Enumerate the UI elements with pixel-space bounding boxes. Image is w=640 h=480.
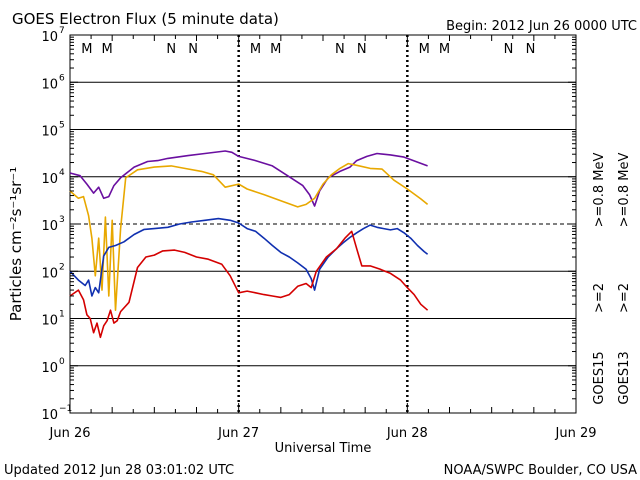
- y-tick-label: 10: [41, 408, 58, 423]
- y-tick-exponent: 1: [59, 310, 65, 320]
- x-axis-label: Universal Time: [275, 441, 372, 456]
- series-lines: [69, 150, 429, 339]
- y-tick-exponent: 2: [59, 262, 65, 272]
- y-tick-exponent: 7: [59, 26, 65, 36]
- y-tick-label: 10: [41, 125, 58, 140]
- y-tick-exponent: −1: [59, 404, 72, 414]
- mn-marker: M: [419, 42, 430, 57]
- y-tick-label: 10: [41, 266, 58, 281]
- y-tick-exponent: 0: [59, 357, 65, 367]
- mn-marker: N: [357, 42, 367, 57]
- y-tick-label: 10: [41, 30, 58, 45]
- x-tick-label: Jun 26: [49, 426, 91, 441]
- gridlines: [70, 81, 576, 367]
- series-line-3: [69, 217, 429, 297]
- y-tick-exponent: 3: [59, 215, 65, 225]
- y-axis-label: Particles cm⁻²s⁻¹sr⁻¹: [7, 167, 25, 321]
- x-tick-label: Jun 28: [386, 426, 428, 441]
- legend-goes13-08: >=0.8 MeV: [617, 153, 632, 228]
- begin-label: Begin: 2012 Jun 26 0000 UTC: [446, 19, 637, 34]
- mn-marker: N: [166, 42, 176, 57]
- legend-goes15-source: GOES15: [592, 351, 607, 404]
- legend: >=0.8 MeV >=0.8 MeV >=2 >=2 GOES15 GOES1…: [592, 153, 632, 405]
- mn-marker: M: [250, 42, 261, 57]
- y-tick-label: 10: [41, 219, 58, 234]
- mn-marker: M: [101, 42, 112, 57]
- mn-marker: M: [81, 42, 92, 57]
- x-axis-ticks: Jun 26 Jun 27 Jun 28 Jun 29: [49, 35, 597, 441]
- chart-title: GOES Electron Flux (5 minute data): [12, 10, 279, 28]
- x-tick-label: Jun 27: [217, 426, 259, 441]
- legend-goes13-2: >=2: [617, 283, 632, 313]
- y-tick-label: 10: [41, 172, 58, 187]
- legend-goes15-2: >=2: [592, 283, 607, 313]
- legend-goes15-08: >=0.8 MeV: [592, 153, 607, 228]
- x-tick-label: Jun 29: [555, 426, 597, 441]
- day-markers: [237, 35, 409, 413]
- mn-marker: N: [335, 42, 345, 57]
- mn-marker: M: [439, 42, 450, 57]
- mn-marker: N: [526, 42, 536, 57]
- series-line-4: [69, 230, 429, 339]
- series-line-1: [69, 150, 428, 207]
- y-tick-exponent: 6: [59, 73, 65, 83]
- y-tick-exponent: 4: [59, 168, 65, 178]
- y-tick-label: 10: [41, 361, 58, 376]
- mn-marker: M: [270, 42, 281, 57]
- credit-label: NOAA/SWPC Boulder, CO USA: [444, 463, 637, 478]
- y-tick-label: 10: [41, 314, 58, 329]
- series-line-2: [69, 162, 429, 312]
- updated-label: Updated 2012 Jun 28 03:01:02 UTC: [4, 463, 234, 478]
- legend-goes13-source: GOES13: [617, 351, 632, 404]
- y-tick-label: 10: [41, 77, 58, 92]
- mn-marker: N: [188, 42, 198, 57]
- mn-marker: N: [504, 42, 514, 57]
- y-tick-exponent: 5: [59, 121, 65, 131]
